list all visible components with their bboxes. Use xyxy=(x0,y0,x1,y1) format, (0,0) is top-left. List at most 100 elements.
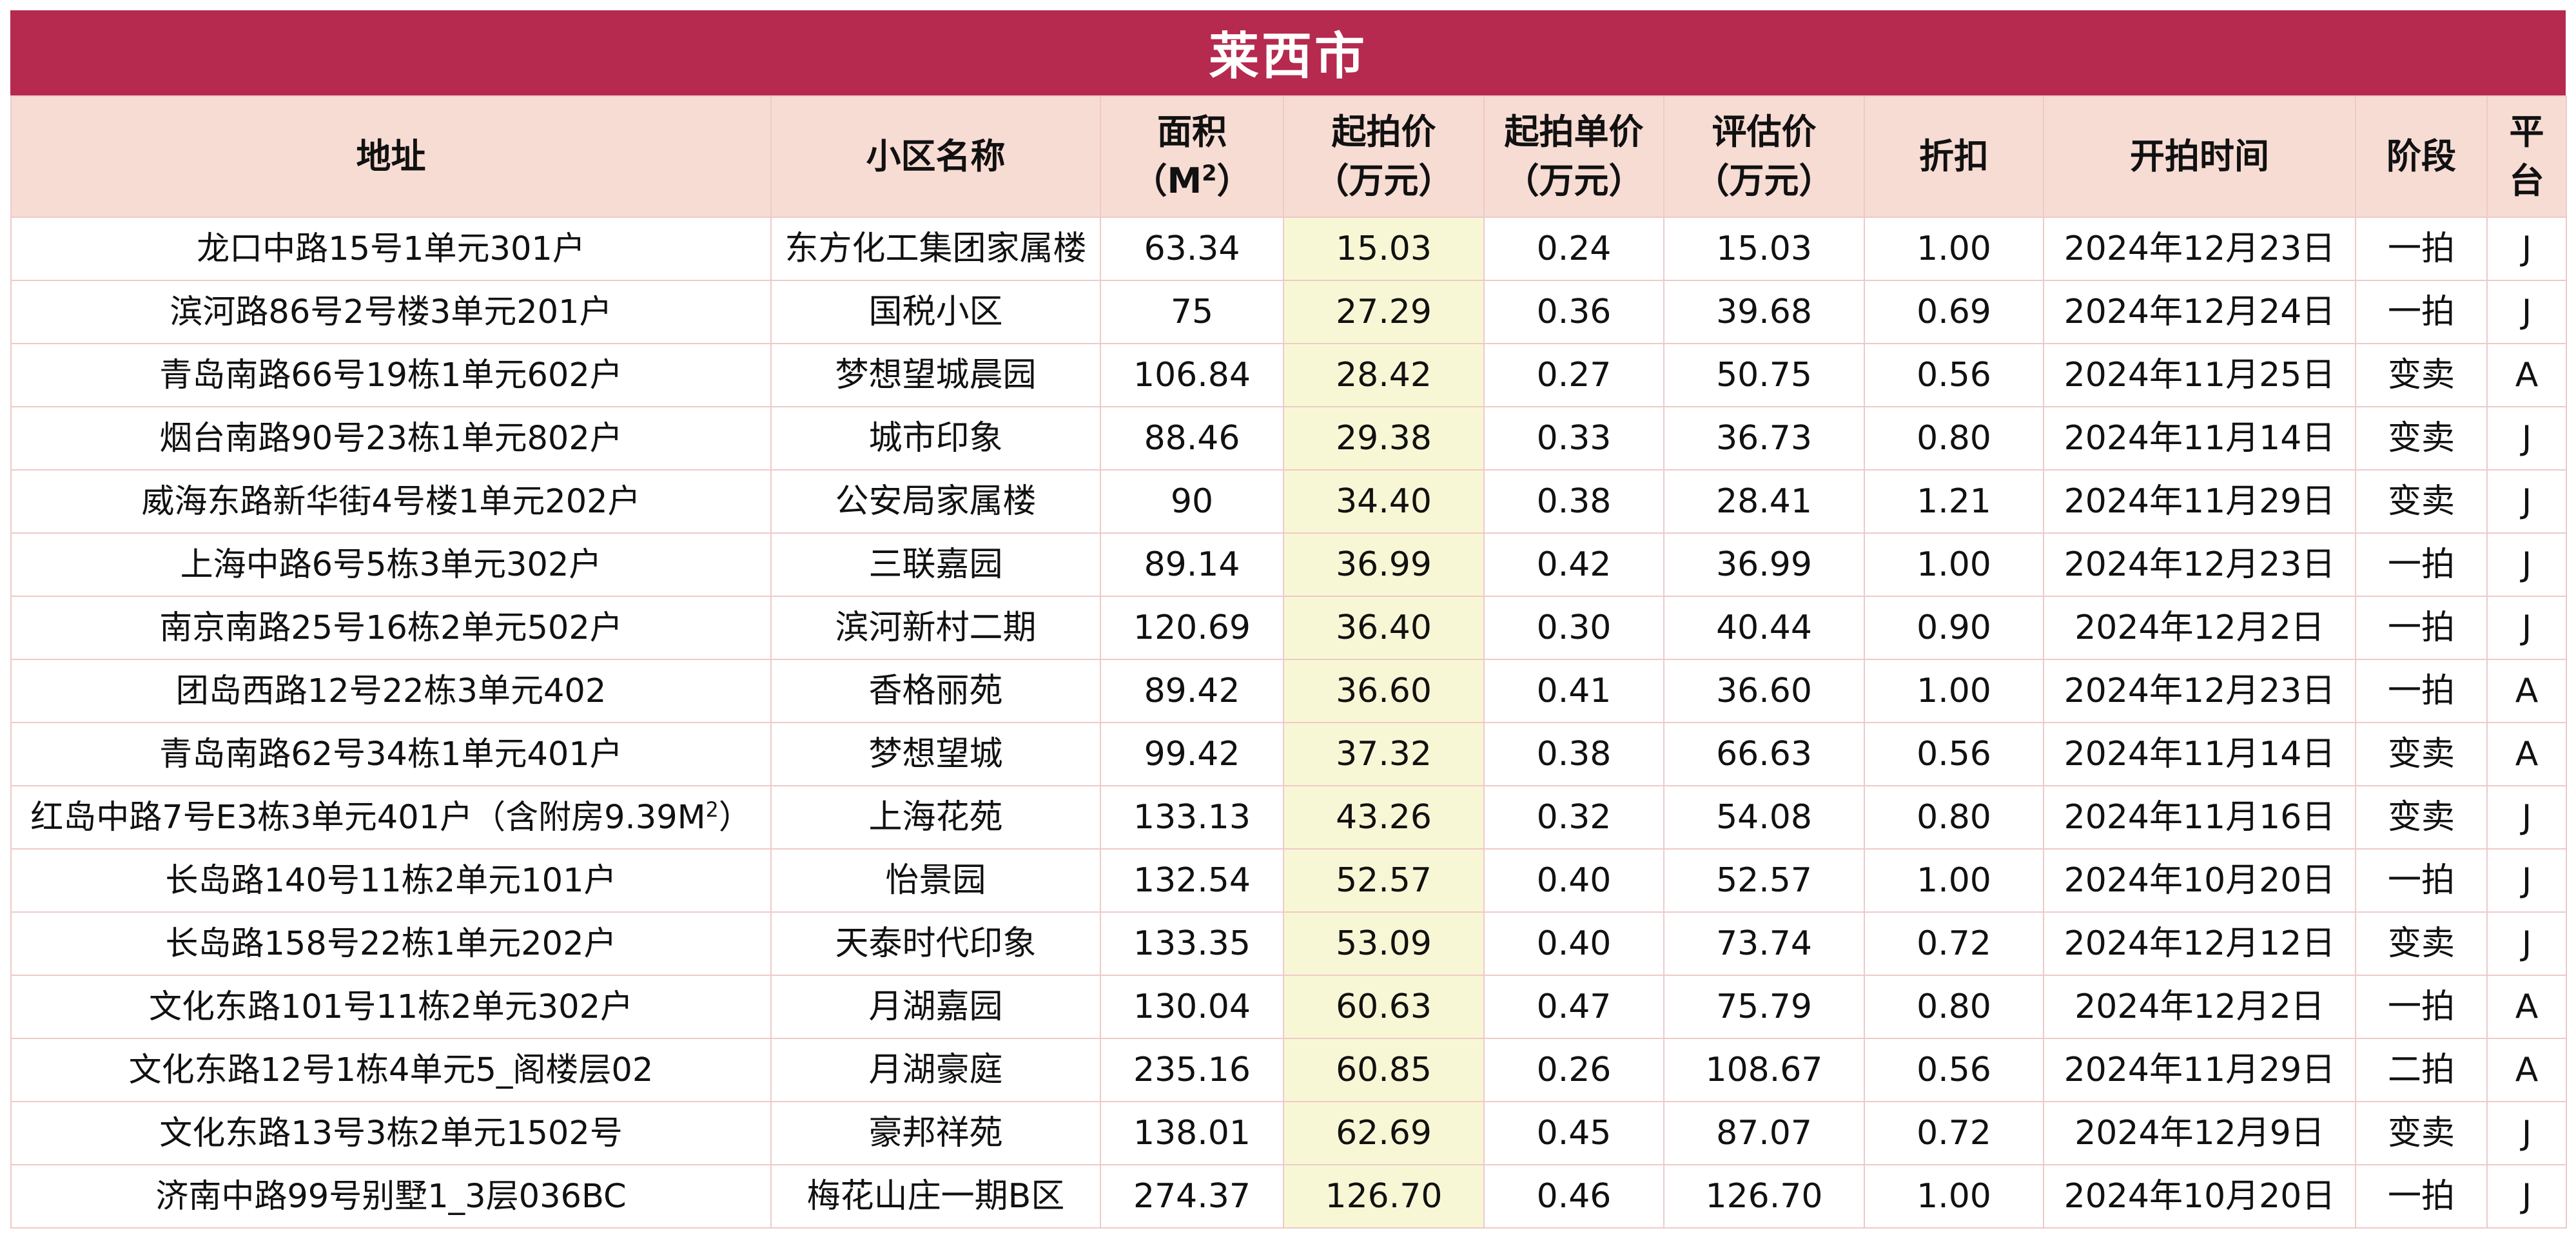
cell-unit-price: 0.38 xyxy=(1483,722,1664,786)
cell-community: 月湖豪庭 xyxy=(770,1038,1101,1102)
cell-auction-time: 2024年12月23日 xyxy=(2043,532,2356,597)
cell-start-price: 60.63 xyxy=(1283,975,1485,1039)
cell-platform: A xyxy=(2486,722,2567,786)
cell-platform: J xyxy=(2486,911,2567,976)
cell-platform: A xyxy=(2486,975,2567,1039)
table-row: 文化东路12号1栋4单元5_阁楼层02 月湖豪庭 235.16 60.85 0.26 10… xyxy=(10,1038,2567,1102)
cell-stage: 二拍 xyxy=(2355,1038,2488,1102)
cell-area: 274.37 xyxy=(1100,1164,1284,1229)
cell-stage: 一拍 xyxy=(2355,848,2488,913)
header-start-price: 起拍价 （万元） xyxy=(1283,95,1485,218)
sheet-title: 莱西市 xyxy=(10,10,2566,95)
cell-eval-price: 36.99 xyxy=(1663,532,1865,597)
cell-start-price: 53.09 xyxy=(1283,911,1485,976)
cell-unit-price: 0.36 xyxy=(1483,280,1664,344)
cell-unit-price: 0.27 xyxy=(1483,343,1664,407)
cell-eval-price: 52.57 xyxy=(1663,848,1865,913)
cell-area: 63.34 xyxy=(1100,217,1284,281)
cell-address: 南京南路25号16栋2单元502户 xyxy=(10,596,772,660)
cell-stage: 一拍 xyxy=(2355,1164,2488,1229)
cell-start-price: 60.85 xyxy=(1283,1038,1485,1102)
cell-community: 天泰时代印象 xyxy=(770,911,1101,976)
cell-eval-price: 126.70 xyxy=(1663,1164,1865,1229)
table-row: 长岛路158号22栋1单元202户 天泰时代印象 133.35 53.09 0.40 73… xyxy=(10,911,2567,976)
cell-stage: 变卖 xyxy=(2355,785,2488,850)
cell-auction-time: 2024年12月12日 xyxy=(2043,911,2356,976)
table-row: 文化东路101号11栋2单元302户 月湖嘉园 130.04 60.63 0.47 75.… xyxy=(10,975,2567,1039)
cell-address: 龙口中路15号1单元301户 xyxy=(10,217,772,281)
table-row: 红岛中路7号E3栋3单元401户（含附房9.39M2） 上海花苑 133.13 43.… xyxy=(10,785,2567,850)
cell-platform: J xyxy=(2486,406,2567,471)
table-row: 青岛南路62号34栋1单元401户 梦想望城 99.42 37.32 0.38 66.63… xyxy=(10,722,2567,786)
cell-address: 文化东路13号3栋2单元1502号 xyxy=(10,1101,772,1165)
cell-start-price: 36.99 xyxy=(1283,532,1485,597)
cell-stage: 变卖 xyxy=(2355,343,2488,407)
cell-area: 133.35 xyxy=(1100,911,1284,976)
cell-start-price: 37.32 xyxy=(1283,722,1485,786)
cell-start-price: 62.69 xyxy=(1283,1101,1485,1165)
cell-community: 滨河新村二期 xyxy=(770,596,1101,660)
cell-eval-price: 66.63 xyxy=(1663,722,1865,786)
cell-community: 香格丽苑 xyxy=(770,659,1101,723)
cell-address: 红岛中路7号E3栋3单元401户（含附房9.39M2） xyxy=(10,785,772,850)
cell-community: 东方化工集团家属楼 xyxy=(770,217,1101,281)
cell-address: 团岛西路12号22栋3单元402 xyxy=(10,659,772,723)
table-row: 济南中路99号别墅1_3层036BC 梅花山庄一期B区 274.37 126.70 0.… xyxy=(10,1164,2567,1229)
cell-community: 月湖嘉园 xyxy=(770,975,1101,1039)
cell-start-price: 28.42 xyxy=(1283,343,1485,407)
cell-community: 三联嘉园 xyxy=(770,532,1101,597)
cell-start-price: 52.57 xyxy=(1283,848,1485,913)
cell-community: 梦想望城 xyxy=(770,722,1101,786)
cell-area: 75 xyxy=(1100,280,1284,344)
header-eval-price: 评估价 （万元） xyxy=(1663,95,1865,218)
cell-community: 怡景园 xyxy=(770,848,1101,913)
cell-area: 106.84 xyxy=(1100,343,1284,407)
cell-area: 235.16 xyxy=(1100,1038,1284,1102)
cell-stage: 一拍 xyxy=(2355,975,2488,1039)
table-row: 青岛南路66号19栋1单元602户 梦想望城晨园 106.84 28.42 0.27 50… xyxy=(10,343,2567,407)
cell-address: 滨河路86号2号楼3单元201户 xyxy=(10,280,772,344)
table-row: 文化东路13号3栋2单元1502号 豪邦祥苑 138.01 62.69 0.45 87.0… xyxy=(10,1101,2567,1165)
cell-eval-price: 50.75 xyxy=(1663,343,1865,407)
table-row: 威海东路新华街4号楼1单元202户 公安局家属楼 90 34.40 0.38 28.41 1… xyxy=(10,469,2567,534)
cell-area: 99.42 xyxy=(1100,722,1284,786)
cell-area: 138.01 xyxy=(1100,1101,1284,1165)
cell-start-price: 27.29 xyxy=(1283,280,1485,344)
cell-discount: 0.56 xyxy=(1864,343,2044,407)
cell-community: 城市印象 xyxy=(770,406,1101,471)
cell-unit-price: 0.41 xyxy=(1483,659,1664,723)
cell-address: 青岛南路66号19栋1单元602户 xyxy=(10,343,772,407)
cell-auction-time: 2024年12月23日 xyxy=(2043,217,2356,281)
cell-platform: J xyxy=(2486,1101,2567,1165)
cell-discount: 0.69 xyxy=(1864,280,2044,344)
cell-platform: J xyxy=(2486,1164,2567,1229)
cell-eval-price: 54.08 xyxy=(1663,785,1865,850)
cell-eval-price: 75.79 xyxy=(1663,975,1865,1039)
cell-community: 国税小区 xyxy=(770,280,1101,344)
cell-stage: 变卖 xyxy=(2355,406,2488,471)
auction-table: 地址 小区名称 面积 （M2） 起拍价 （万元） 起拍单价 （万元） 评估价 （万元） … xyxy=(10,95,2567,1229)
cell-area: 132.54 xyxy=(1100,848,1284,913)
cell-discount: 0.72 xyxy=(1864,911,2044,976)
cell-discount: 1.00 xyxy=(1864,217,2044,281)
cell-stage: 一拍 xyxy=(2355,280,2488,344)
cell-auction-time: 2024年12月23日 xyxy=(2043,659,2356,723)
cell-unit-price: 0.33 xyxy=(1483,406,1664,471)
cell-discount: 0.80 xyxy=(1864,406,2044,471)
cell-eval-price: 15.03 xyxy=(1663,217,1865,281)
table-row: 上海中路6号5栋3单元302户 三联嘉园 89.14 36.99 0.42 36.99 1.… xyxy=(10,532,2567,597)
cell-address: 青岛南路62号34栋1单元401户 xyxy=(10,722,772,786)
cell-eval-price: 36.73 xyxy=(1663,406,1865,471)
cell-discount: 1.00 xyxy=(1864,848,2044,913)
cell-address: 文化东路101号11栋2单元302户 xyxy=(10,975,772,1039)
cell-auction-time: 2024年12月24日 xyxy=(2043,280,2356,344)
cell-auction-time: 2024年11月16日 xyxy=(2043,785,2356,850)
cell-address: 上海中路6号5栋3单元302户 xyxy=(10,532,772,597)
cell-unit-price: 0.40 xyxy=(1483,848,1664,913)
cell-area: 133.13 xyxy=(1100,785,1284,850)
header-unit-price: 起拍单价 （万元） xyxy=(1483,95,1664,218)
cell-auction-time: 2024年11月14日 xyxy=(2043,406,2356,471)
table-body: 龙口中路15号1单元301户 东方化工集团家属楼 63.34 15.03 0.24 15.… xyxy=(10,217,2567,1229)
cell-community: 豪邦祥苑 xyxy=(770,1101,1101,1165)
cell-area: 88.46 xyxy=(1100,406,1284,471)
